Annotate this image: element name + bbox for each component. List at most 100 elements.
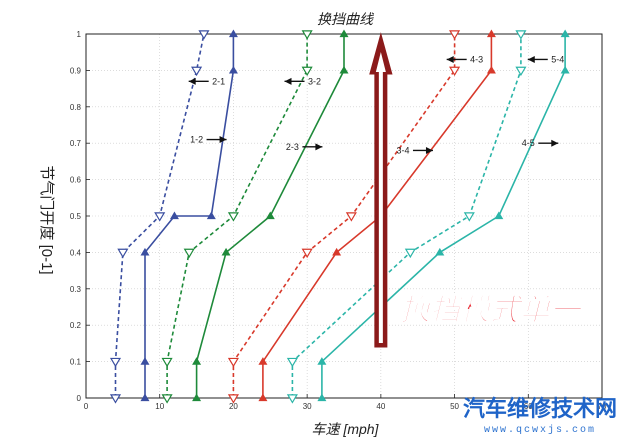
annotation-arrow-head xyxy=(527,55,535,63)
series-point xyxy=(332,247,342,256)
annotation-5-4: 5-4 xyxy=(527,54,564,64)
x-tick-label: 10 xyxy=(155,402,164,411)
series-point xyxy=(449,30,461,40)
annotation-1-2: 1-2 xyxy=(190,135,227,145)
annotation-arrow-head xyxy=(219,136,227,144)
series-point xyxy=(265,211,275,220)
annotation-4-5: 4-5 xyxy=(522,138,559,148)
series-point xyxy=(301,66,313,77)
series-point xyxy=(486,65,496,74)
series-point xyxy=(258,393,268,402)
series-point xyxy=(463,212,475,222)
series-3-2 xyxy=(161,30,313,404)
series-point xyxy=(339,29,349,38)
annotation-label: 4-3 xyxy=(470,54,483,64)
series-point xyxy=(228,29,238,38)
annotation-label: 1-2 xyxy=(190,135,203,145)
x-tick-label: 50 xyxy=(450,402,459,411)
series-4-5 xyxy=(317,29,570,402)
series-2-3 xyxy=(192,29,349,402)
series-point xyxy=(221,247,231,256)
series-line xyxy=(291,34,522,398)
series-line xyxy=(114,33,205,398)
y-tick-label: 0.6 xyxy=(70,176,82,185)
annotation-2-3: 2-3 xyxy=(286,142,323,152)
series-point xyxy=(339,65,349,74)
y-tick-label: 0.7 xyxy=(70,139,82,148)
annotation-label: 2-3 xyxy=(286,142,299,152)
y-tick-label: 0.1 xyxy=(70,358,82,367)
series-point xyxy=(227,357,239,368)
annotation-label: 4-5 xyxy=(522,138,535,148)
x-tick-label: 0 xyxy=(84,402,89,411)
series-point xyxy=(227,394,239,404)
series-point xyxy=(449,66,461,77)
series-point xyxy=(301,248,313,259)
y-tick-label: 0.9 xyxy=(70,66,82,75)
y-axis-label: 节气门开度 [0-1] xyxy=(38,165,55,274)
series-point xyxy=(154,212,166,222)
annotation-3-2: 3-2 xyxy=(284,76,321,86)
series-point xyxy=(486,29,496,38)
series-point xyxy=(183,248,195,259)
y-tick-label: 0.3 xyxy=(70,285,82,294)
annotation-label: 2-1 xyxy=(212,76,225,86)
series-point xyxy=(117,248,129,259)
series-point xyxy=(228,65,238,74)
annotation-arrow-head xyxy=(284,77,292,85)
series-point xyxy=(198,30,210,40)
series-point xyxy=(286,357,298,368)
series-line xyxy=(262,34,493,398)
series-1-2 xyxy=(140,29,238,402)
series-point xyxy=(161,394,173,404)
series-2-1 xyxy=(109,30,210,404)
annotation-label: 3-4 xyxy=(396,145,409,155)
series-point xyxy=(345,212,357,222)
series-point xyxy=(140,393,150,402)
series-5-4 xyxy=(286,30,527,404)
series-point xyxy=(515,30,527,40)
series-point xyxy=(169,211,179,220)
series-point xyxy=(515,66,527,77)
series-point xyxy=(317,357,327,365)
series-point xyxy=(435,247,445,256)
x-tick-label: 40 xyxy=(376,402,385,411)
series-point xyxy=(109,394,122,404)
series-point xyxy=(258,357,268,365)
series-line xyxy=(166,34,308,398)
series-point xyxy=(560,65,570,74)
series-point xyxy=(494,211,504,220)
watermark-url: www.qcwxjs.com xyxy=(484,424,596,436)
y-tick-label: 0 xyxy=(77,394,82,403)
x-tick-label: 20 xyxy=(229,402,238,411)
annotation-label: 3-2 xyxy=(308,76,321,86)
series-point xyxy=(191,66,203,77)
series-point xyxy=(140,357,150,365)
annotation-arrow-head xyxy=(425,146,433,154)
x-tick-label: 60 xyxy=(524,402,533,411)
annotation-label: 5-4 xyxy=(551,54,564,64)
annotation-arrow-head xyxy=(188,77,196,85)
x-tick-label: 30 xyxy=(303,402,312,411)
series-point xyxy=(206,211,216,220)
watermark-text: 汽车维修技术网 xyxy=(463,396,617,422)
callout-text: 换挡模式单一 xyxy=(400,293,583,328)
series-point xyxy=(286,394,298,404)
series-point xyxy=(560,29,570,38)
y-tick-label: 1 xyxy=(77,30,82,39)
annotation-arrow-head xyxy=(551,139,559,147)
y-tick-label: 0.8 xyxy=(70,103,82,112)
series-line xyxy=(232,34,456,398)
annotation-arrow-head xyxy=(446,55,454,63)
chart-title: 换挡曲线 xyxy=(317,11,375,27)
series-4-3 xyxy=(227,30,461,404)
series-point xyxy=(227,212,239,222)
series-point xyxy=(301,30,313,40)
series-point xyxy=(317,393,327,402)
y-tick-label: 0.4 xyxy=(70,248,82,257)
annotation-4-3: 4-3 xyxy=(446,54,483,64)
series-point xyxy=(109,357,122,368)
y-tick-label: 0.5 xyxy=(70,212,82,221)
series-line xyxy=(321,34,566,398)
